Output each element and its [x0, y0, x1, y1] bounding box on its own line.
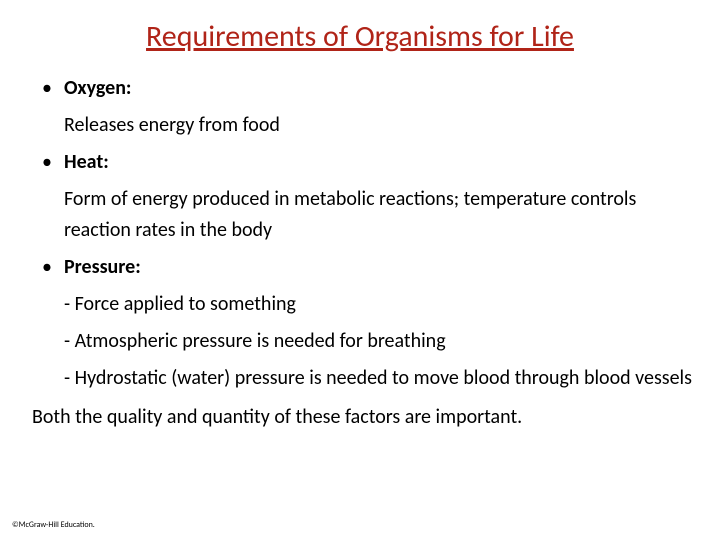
bullet-label: Pressure: — [64, 255, 141, 279]
bullet-oxygen-line: Releases energy from food — [28, 110, 692, 141]
bullet-pressure: Pressure: — [28, 252, 692, 283]
bullet-pressure-line-2: - Atmospheric pressure is needed for bre… — [28, 326, 692, 357]
bullet-heat-line: Form of energy produced in metabolic rea… — [28, 184, 692, 246]
slide-title: Requirements of Organisms for Life — [28, 18, 692, 55]
bullet-oxygen: Oxygen: — [28, 73, 692, 104]
bullet-pressure-line-1: - Force applied to something — [28, 289, 692, 320]
closing-statement: Both the quality and quantity of these f… — [28, 402, 692, 433]
bullet-pressure-line-3: - Hydrostatic (water) pressure is needed… — [28, 363, 692, 394]
slide-body: Oxygen: Releases energy from food Heat: … — [28, 73, 692, 433]
copyright-footer: ©McGraw-Hill Education. — [12, 520, 95, 530]
slide: Requirements of Organisms for Life Oxyge… — [0, 0, 720, 540]
bullet-label: Heat: — [64, 150, 109, 174]
bullet-label: Oxygen: — [64, 76, 131, 100]
bullet-heat: Heat: — [28, 147, 692, 178]
